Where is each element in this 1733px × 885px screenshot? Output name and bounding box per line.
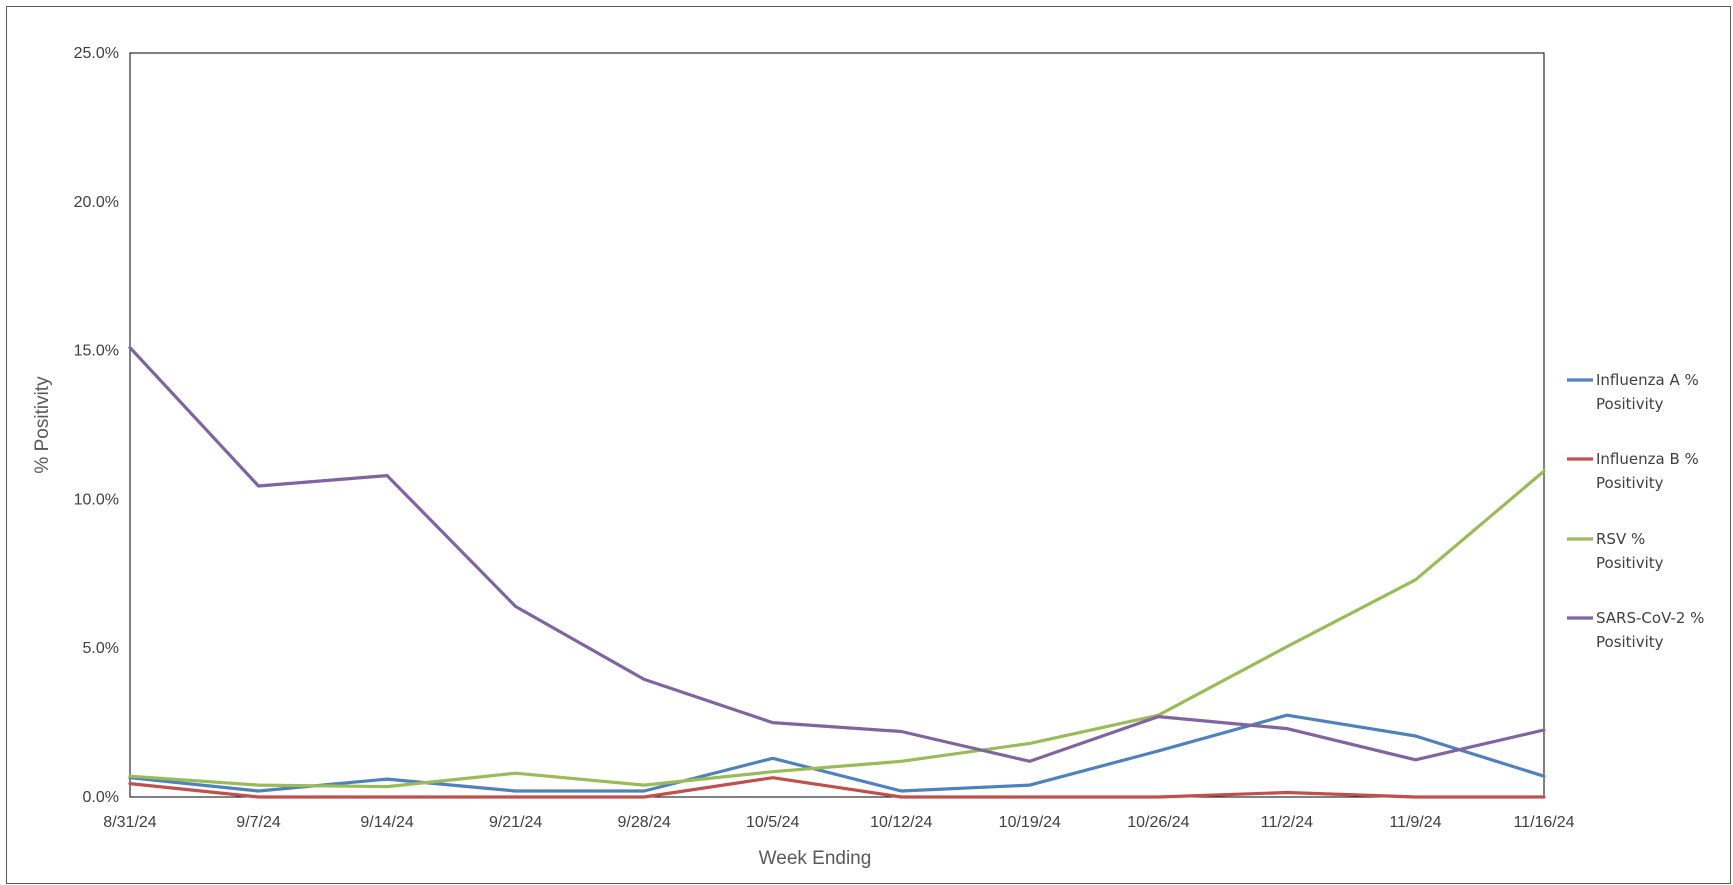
line-chart: 0.0% 5.0% 10.0% 15.0% 20.0% 25.0% 8/31/24 9/7/… (32, 45, 1704, 869)
y-tick-label: 15.0% (74, 343, 119, 360)
x-tick-label: 9/7/24 (236, 814, 281, 831)
y-tick-label: 25.0% (74, 45, 119, 62)
legend-label: Influenza A % Positivity (1596, 371, 1699, 413)
x-tick-label: 8/31/24 (103, 814, 156, 831)
x-tick-label: 9/28/24 (617, 814, 670, 831)
y-tick-label: 5.0% (83, 640, 119, 657)
legend-label: Influenza B % Positivity (1596, 450, 1699, 492)
x-tick-label: 11/2/24 (1261, 814, 1313, 831)
y-tick-label: 0.0% (83, 789, 119, 806)
series-lines (128, 346, 1546, 799)
y-axis-ticks: 0.0% 5.0% 10.0% 15.0% 20.0% 25.0% (74, 45, 119, 806)
series-line (128, 776, 1546, 799)
plot-area (129, 52, 1545, 798)
x-tick-label: 9/14/24 (360, 814, 413, 831)
x-tick-label: 11/16/24 (1513, 814, 1574, 831)
y-tick-label: 10.0% (74, 491, 119, 508)
x-axis-title: Week Ending (759, 848, 872, 869)
x-tick-label: 11/9/24 (1389, 814, 1441, 831)
x-tick-label: 10/5/24 (746, 814, 799, 831)
chart-frame: 0.0% 5.0% 10.0% 15.0% 20.0% 25.0% 8/31/24 9/7/… (6, 6, 1731, 884)
x-tick-label: 9/21/24 (489, 814, 542, 831)
series-line (128, 469, 1546, 789)
x-tick-label: 10/12/24 (870, 814, 932, 831)
legend-label: RSV % Positivity (1596, 530, 1664, 572)
y-axis-title: % Positivity (32, 376, 53, 474)
x-axis-ticks: 8/31/24 9/7/24 9/14/24 9/21/24 9/28/24 10/5/2… (103, 814, 1574, 831)
series-line (128, 713, 1546, 793)
y-tick-label: 20.0% (74, 194, 119, 211)
x-tick-label: 10/19/24 (999, 814, 1061, 831)
legend: Influenza A % Positivity Influenza B % Posi… (1567, 371, 1704, 651)
x-tick-label: 10/26/24 (1127, 814, 1189, 831)
series-line (128, 346, 1546, 763)
legend-label: SARS-CoV-2 % Positivity (1596, 609, 1704, 651)
